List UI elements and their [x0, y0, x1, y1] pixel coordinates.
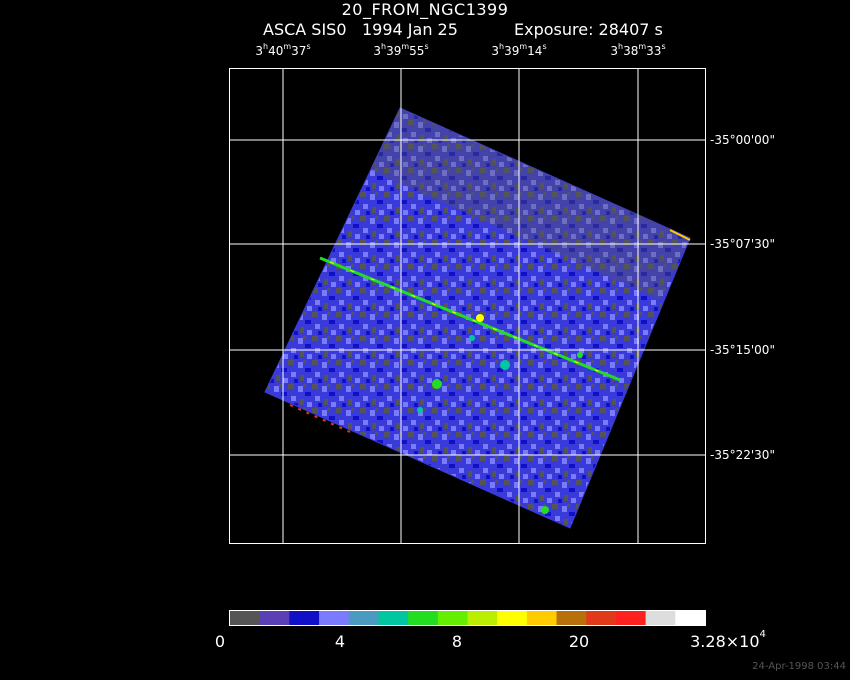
- colorbar-label-8: 8: [451, 632, 463, 651]
- ra-label-4: 3h38m33s: [610, 42, 666, 58]
- date-label: 1994 Jan 25: [362, 20, 458, 39]
- colorbar-swatch: [319, 611, 350, 625]
- colorbar-label-max: 3.28×104: [690, 628, 766, 651]
- colorbar-swatch: [675, 611, 706, 625]
- dec-label-2: -35°07'30": [710, 237, 775, 251]
- coordinate-grid: [229, 68, 706, 544]
- exposure-label: Exposure: 28407 s: [514, 20, 663, 39]
- ra-label-3: 3h39m14s: [491, 42, 547, 58]
- timestamp: 24-Apr-1998 03:44: [752, 661, 846, 672]
- colorbar-swatch: [497, 611, 528, 625]
- detector-image: [264, 107, 691, 529]
- dec-label-1: -35°00'00": [710, 133, 775, 147]
- colorbar-swatch: [289, 611, 320, 625]
- colorbar-swatch: [556, 611, 587, 625]
- ra-label-1: 3h40m37s: [255, 42, 311, 58]
- colorbar-swatch: [259, 611, 290, 625]
- colorbar-swatch: [378, 611, 409, 625]
- colorbar-swatch: [408, 611, 439, 625]
- colorbar-swatch: [348, 611, 379, 625]
- colorbar-label-4: 4: [334, 632, 346, 651]
- colorbar-swatch: [526, 611, 558, 625]
- colorbar-swatch: [615, 611, 647, 625]
- image-title: 20_FROM_NGC1399: [341, 0, 509, 19]
- colorbar: [230, 611, 706, 625]
- colorbar-swatch: [230, 611, 261, 625]
- dec-label-4: -35°22'30": [710, 448, 775, 462]
- colorbar-label-0: 0: [214, 632, 226, 651]
- colorbar-label-20: 20: [568, 632, 590, 651]
- subtitle-row: ASCA SIS0 1994 Jan 25 Exposure: 28407 s: [0, 20, 850, 40]
- colorbar-swatch: [467, 611, 498, 625]
- colorbar-swatch: [586, 611, 617, 625]
- colorbar-swatch: [437, 611, 468, 625]
- colorbar-swatch: [645, 611, 676, 625]
- dec-label-3: -35°15'00": [710, 343, 775, 357]
- instrument-label: ASCA SIS0: [263, 20, 347, 39]
- ra-label-2: 3h39m55s: [373, 42, 429, 58]
- colorbar-frame: [229, 610, 706, 626]
